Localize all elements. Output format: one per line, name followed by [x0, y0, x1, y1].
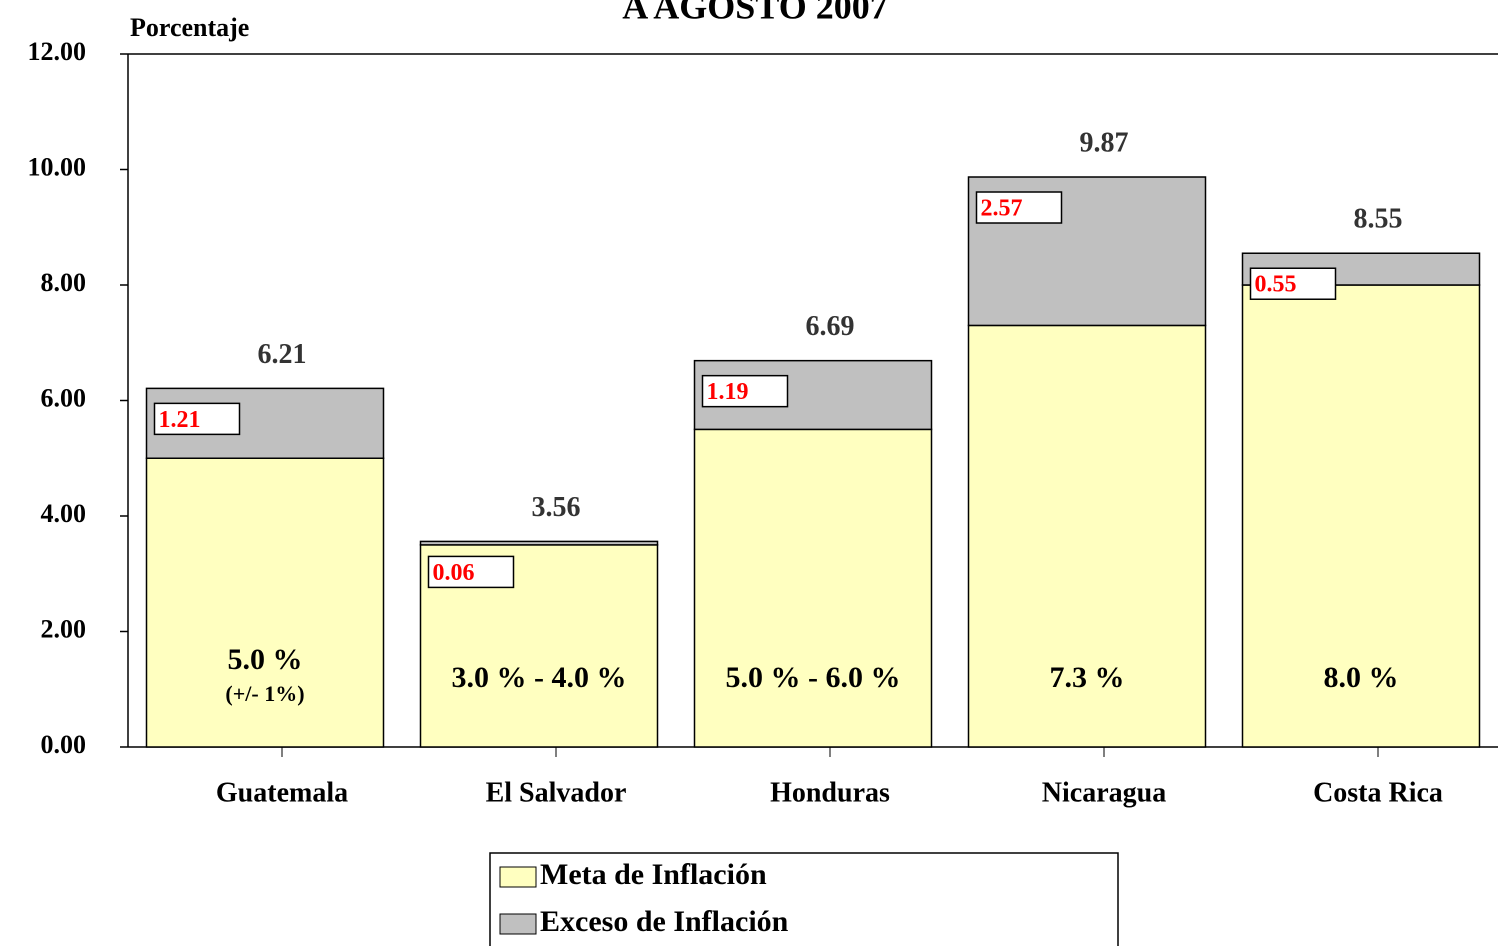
excess-label-box: [1249, 267, 1337, 300]
legend-label: Meta de Inflación: [540, 858, 767, 891]
x-tick-label: Costa Rica: [1313, 777, 1443, 808]
total-label: 9.87: [1080, 127, 1129, 158]
bar-segment: [419, 540, 659, 546]
y-axis-label: Porcentaje: [130, 13, 249, 42]
excess-label-box: [975, 191, 1063, 224]
y-tick-label: 4.00: [41, 499, 87, 528]
target-label: 5.0 %: [228, 643, 303, 676]
y-tick-label: 8.00: [41, 268, 87, 297]
bar-segment: [693, 428, 933, 748]
target-label: 8.0 %: [1324, 661, 1399, 694]
legend-box: [489, 852, 1119, 946]
bar-segment: [967, 324, 1207, 748]
target-label: 3.0 % - 4.0 %: [452, 661, 627, 694]
x-tick-label: Honduras: [770, 777, 890, 808]
total-label: 8.55: [1354, 204, 1403, 235]
y-tick-label: 10.00: [28, 152, 87, 181]
total-label: 6.21: [258, 339, 307, 370]
excess-label: 0.55: [1255, 272, 1297, 298]
x-tick-label: Nicaragua: [1042, 777, 1166, 808]
chart-title: A AGOSTO 2007: [622, 0, 887, 26]
y-tick-label: 6.00: [41, 383, 87, 412]
excess-label: 2.57: [981, 196, 1023, 222]
target-note: (+/- 1%): [225, 681, 304, 706]
y-tick-label: 0.00: [41, 730, 87, 759]
excess-label-box: [427, 555, 515, 589]
excess-label-box: [701, 374, 789, 408]
bar-segment: [1241, 284, 1481, 748]
x-tick-label: Guatemala: [216, 777, 348, 808]
legend-swatch: [499, 866, 537, 888]
y-tick-label: 12.00: [28, 37, 87, 66]
target-label: 7.3 %: [1050, 661, 1125, 694]
bar-segment: [145, 457, 385, 748]
legend-label: Exceso de Inflación: [540, 905, 789, 938]
excess-label: 1.19: [707, 379, 749, 405]
excess-label: 0.06: [433, 560, 475, 586]
legend-swatch: [499, 913, 537, 935]
x-tick-label: El Salvador: [486, 777, 627, 808]
y-tick-label: 2.00: [41, 614, 87, 643]
target-label: 5.0 % - 6.0 %: [726, 661, 901, 694]
total-label: 6.69: [806, 311, 855, 342]
bar-segment: [693, 359, 933, 431]
excess-label-box: [153, 402, 241, 436]
total-label: 3.56: [532, 492, 581, 523]
excess-label: 1.21: [159, 407, 201, 433]
